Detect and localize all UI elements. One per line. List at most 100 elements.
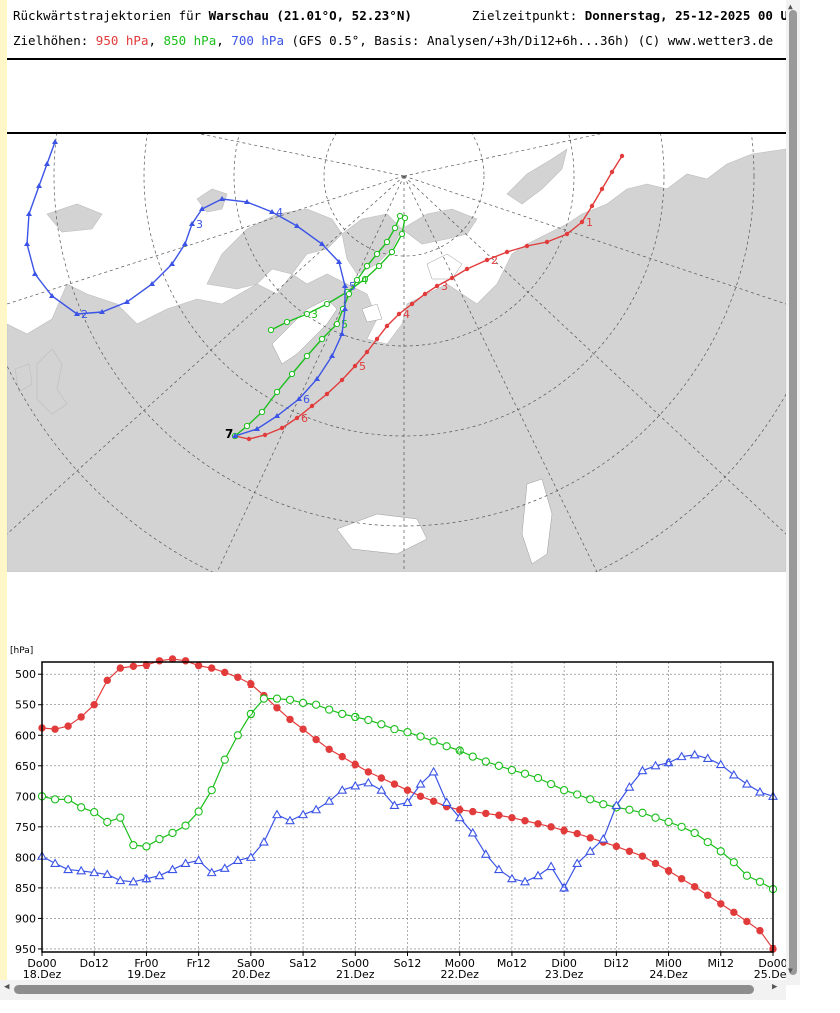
trajectory-day-label: 4 <box>403 308 410 321</box>
data-point <box>154 870 165 880</box>
data-point <box>116 664 125 672</box>
data-point <box>285 815 295 825</box>
data-point <box>638 852 647 860</box>
trajectory-point <box>361 275 369 283</box>
data-point <box>754 786 765 796</box>
data-point <box>520 876 530 886</box>
y-tick-label: 850 <box>15 882 36 895</box>
x-tick-label: So00 <box>341 957 369 970</box>
x-tick-label: Mo12 <box>497 957 527 970</box>
trajectory-point <box>314 376 320 381</box>
land-ireland <box>14 363 33 393</box>
data-point <box>716 847 725 856</box>
trajectory-point <box>294 223 300 228</box>
trajectory-point <box>484 257 490 263</box>
data-point <box>650 760 661 770</box>
land-svalbard <box>196 188 228 213</box>
data-point <box>586 795 595 804</box>
trajectory-point <box>564 231 570 237</box>
scroll-up-arrow-icon[interactable]: ▲ <box>788 2 793 11</box>
data-point <box>454 812 465 822</box>
trajectory-point <box>288 370 296 378</box>
meridian-line <box>198 134 405 177</box>
data-point <box>77 713 85 721</box>
latitude-circle-80 <box>323 134 485 257</box>
trajectory-point <box>169 261 175 266</box>
header-heights-label: Zielhöhen: <box>13 33 96 48</box>
trajectory-point <box>544 239 550 245</box>
trajectory-point <box>409 301 415 307</box>
scroll-down-arrow-icon[interactable]: ▼ <box>788 966 793 975</box>
data-point <box>193 855 204 864</box>
data-point <box>76 865 87 875</box>
trajectory-850hpa: 345 <box>231 212 409 440</box>
data-point <box>116 813 125 822</box>
data-point <box>742 871 752 880</box>
trajectory-point <box>504 249 510 255</box>
data-point <box>219 863 230 872</box>
trajectory-point <box>296 396 302 401</box>
trajectory-day-label: 2 <box>491 254 498 267</box>
data-point <box>115 875 126 885</box>
trajectory-point <box>324 391 330 397</box>
data-point <box>142 842 151 851</box>
data-point <box>403 786 412 794</box>
trajectory-point <box>434 283 440 289</box>
x-tick-label: Di00 <box>551 957 577 970</box>
trajectory-point <box>353 276 361 284</box>
scroll-left-arrow-icon[interactable]: ◀ <box>4 982 10 992</box>
data-point <box>664 867 673 875</box>
y-tick-label: 550 <box>15 699 36 712</box>
trajectory-point <box>579 219 585 225</box>
data-point <box>50 795 60 804</box>
x-date-label: 24.Dez <box>649 968 688 979</box>
data-point <box>298 809 309 819</box>
x-tick-label: So12 <box>394 957 422 970</box>
trajectory-start-label: 7 <box>225 427 233 441</box>
x-tick-label: Sa00 <box>237 957 265 970</box>
x-date-label: 21.Dez <box>336 968 375 979</box>
y-tick-label: 950 <box>15 943 36 956</box>
scroll-right-arrow-icon[interactable]: ▶ <box>772 982 778 992</box>
x-tick-label: Mo00 <box>445 957 475 970</box>
data-point <box>285 695 295 705</box>
data-point <box>180 858 191 868</box>
x-tick-label: Mi12 <box>708 957 735 970</box>
data-point <box>455 746 464 755</box>
x-tick-label: Fr00 <box>134 957 158 970</box>
vertical-scrollbar-thumb[interactable] <box>789 10 797 975</box>
trajectory-point <box>383 238 391 246</box>
x-tick-label: Do12 <box>80 957 109 970</box>
trajectory-point <box>273 388 281 396</box>
trajectory-point <box>342 283 348 288</box>
data-point <box>637 765 648 775</box>
trajectory-point <box>339 331 345 336</box>
day-marker-label: 4 <box>456 745 463 758</box>
header-level-950: 950 hPa <box>95 33 149 48</box>
trajectory-point <box>279 425 285 431</box>
land-europe-russia <box>7 148 786 572</box>
data-point <box>377 720 386 729</box>
trajectory-day-label: 4 <box>276 206 283 219</box>
trajectory-point <box>219 196 225 201</box>
trajectory-700hpa: 2 3 4 5 6 <box>24 139 356 438</box>
header-model-info: (GFS 0.5°, Basis: Analysen/+3h/Di12+6h..… <box>283 33 774 48</box>
data-point <box>493 864 504 874</box>
y-tick-label: 700 <box>15 790 36 803</box>
data-point <box>625 805 634 814</box>
data-point <box>494 761 504 770</box>
data-point <box>207 664 216 672</box>
trajectory-point <box>318 335 326 343</box>
data-point <box>128 876 139 886</box>
data-point <box>677 875 686 883</box>
data-point <box>547 823 555 831</box>
trajectory-point <box>375 262 383 270</box>
horizontal-scrollbar-thumb[interactable] <box>14 985 754 994</box>
data-point <box>534 820 542 828</box>
data-point <box>324 796 335 805</box>
data-point <box>311 804 322 814</box>
data-point <box>755 877 765 886</box>
window-bottom-edge <box>0 1000 840 1013</box>
